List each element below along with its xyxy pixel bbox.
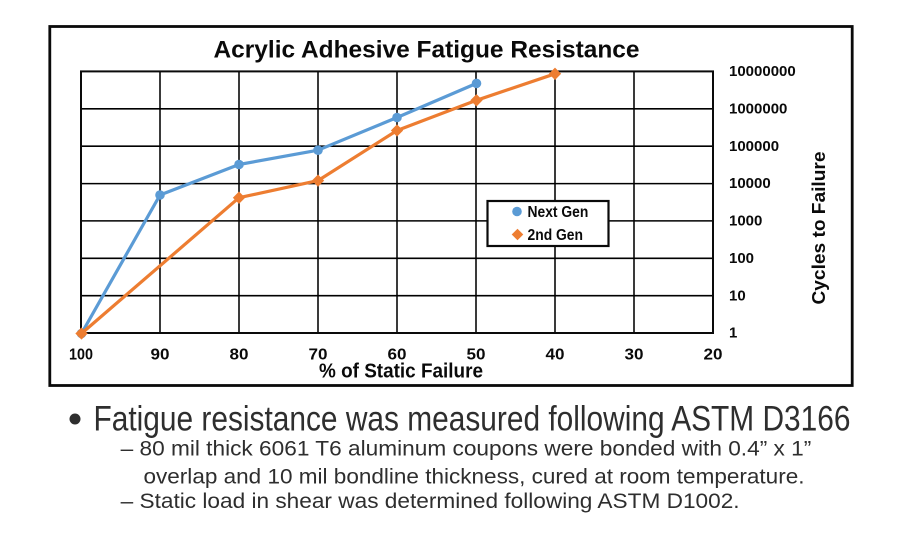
- svg-text:10: 10: [729, 287, 746, 304]
- svg-text:60: 60: [388, 346, 407, 363]
- svg-text:100000: 100000: [729, 138, 779, 155]
- svg-text:– Static load in shear was det: – Static load in shear was determined fo…: [121, 490, 740, 513]
- svg-text:overlap and 10 mil bondline th: overlap and 10 mil bondline thickness, c…: [144, 465, 805, 488]
- svg-text:Next Gen: Next Gen: [528, 204, 589, 221]
- svg-text:Cycles to Failure: Cycles to Failure: [809, 152, 829, 305]
- svg-text:100: 100: [729, 250, 754, 267]
- svg-text:90: 90: [151, 346, 170, 363]
- svg-text:Fatigue resistance was measure: Fatigue resistance was measured followin…: [94, 399, 851, 438]
- svg-text:30: 30: [625, 346, 644, 363]
- svg-text:Acrylic Adhesive Fatigue Resis: Acrylic Adhesive Fatigue Resistance: [214, 36, 640, 63]
- svg-text:1: 1: [729, 325, 737, 342]
- svg-text:% of Static Failure: % of Static Failure: [319, 360, 483, 383]
- svg-text:70: 70: [309, 346, 328, 363]
- svg-text:2nd Gen: 2nd Gen: [528, 227, 584, 244]
- svg-text:80: 80: [230, 346, 249, 363]
- svg-text:50: 50: [467, 346, 486, 363]
- svg-text:10000: 10000: [729, 175, 771, 192]
- svg-text:1000: 1000: [729, 213, 762, 230]
- svg-text:20: 20: [704, 346, 723, 363]
- svg-text:1000000: 1000000: [729, 100, 787, 117]
- svg-text:100: 100: [69, 346, 93, 363]
- svg-text:– 80 mil thick 6061 T6 aluminu: – 80 mil thick 6061 T6 aluminum coupons …: [121, 437, 812, 460]
- svg-text:40: 40: [546, 346, 565, 363]
- svg-text:10000000: 10000000: [729, 63, 796, 80]
